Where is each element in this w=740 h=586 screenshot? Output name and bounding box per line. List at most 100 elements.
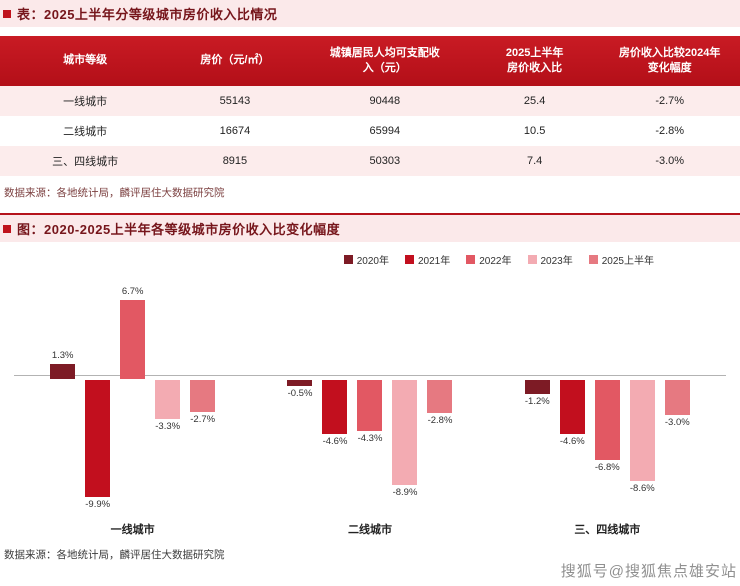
chart-section-header: 图：2020-2025上半年各等级城市房价收入比变化幅度 xyxy=(0,215,740,242)
table-cell: 90448 xyxy=(369,95,401,107)
bar xyxy=(155,380,181,419)
bar xyxy=(664,380,690,416)
table-cell: 二线城市 xyxy=(63,126,108,138)
bar-slot: 6.7% xyxy=(115,275,150,507)
category-label: 一线城市 xyxy=(110,524,155,536)
legend-swatch-icon xyxy=(343,255,353,264)
legend-swatch-icon xyxy=(405,255,414,264)
bar xyxy=(559,380,585,435)
table-cell: 50303 xyxy=(369,155,401,167)
table-source-note: 数据来源：各地统计局，麟评居住大数据研究院 xyxy=(4,187,225,199)
bar-slot: -2.8% xyxy=(422,275,457,507)
red-square-icon xyxy=(3,224,11,233)
category-label: 三、四线城市 xyxy=(574,524,641,536)
bar xyxy=(322,380,348,435)
legend-label: 2020年 xyxy=(356,256,389,267)
legend-item: 2020年 xyxy=(343,252,389,267)
bar xyxy=(120,299,146,379)
bar-value-label: -6.8% xyxy=(594,462,620,474)
bar-slot: -8.9% xyxy=(387,275,422,507)
watermark-text: 搜狐号@搜狐焦点雄安站 xyxy=(560,563,737,580)
housing-ratio-table: 城市等级 房价（元/㎡） 城镇居民人均可支配收 入（元） 2025上半年 房价收入比 房价收… xyxy=(0,36,740,176)
bar-slot: -4.6% xyxy=(555,275,590,507)
bar-value-label: -4.6% xyxy=(322,436,348,448)
legend-item: 2023年 xyxy=(527,252,573,267)
bar-slot: -0.5% xyxy=(282,275,317,507)
bar-slot: 1.3% xyxy=(45,275,80,507)
bar xyxy=(85,380,111,497)
chart-source-note: 数据来源：各地统计局，麟评居住大数据研究院 xyxy=(4,549,225,561)
chart-plot: 1.3% -9.9% 6.7% -3.3% -2.7% 一线城市 -0.5% -4.6% -4.… xyxy=(0,271,740,537)
table-row: 一线城市 55143 90448 25.4 -2.7% xyxy=(0,86,740,116)
bar-value-label: 1.3% xyxy=(51,349,74,361)
legend-swatch-icon xyxy=(588,255,598,264)
bar-value-label: -8.9% xyxy=(392,487,418,499)
bar-value-label: -3.0% xyxy=(664,417,690,429)
bar xyxy=(50,363,76,379)
chart-area: 2020年 2021年 2022年 2023年 2025上半年 1.3% -9.9% 6.7… xyxy=(0,242,740,537)
bar-slot: -8.6% xyxy=(625,275,660,507)
legend-item: 2022年 xyxy=(466,252,512,267)
table-cell: -2.7% xyxy=(655,95,685,107)
table-header-row: 城市等级 房价（元/㎡） 城镇居民人均可支配收 入（元） 2025上半年 房价收入比 房价收… xyxy=(0,36,740,86)
table-cell: 三、四线城市 xyxy=(52,156,119,168)
bar-value-label: -3.3% xyxy=(155,420,181,432)
bar xyxy=(392,380,418,486)
bar-slot: -4.6% xyxy=(317,275,352,507)
bar xyxy=(629,380,655,482)
legend-label: 2025上半年 xyxy=(601,256,654,267)
table-header-cell: 2025上半年 房价收入比 xyxy=(469,36,600,86)
table-row: 二线城市 16674 65994 10.5 -2.8% xyxy=(0,116,740,146)
table-cell: 16674 xyxy=(219,125,251,137)
legend-label: 2022年 xyxy=(479,256,512,267)
red-square-icon xyxy=(3,9,11,18)
table-section-header: 表：2025上半年分等级城市房价收入比情况 xyxy=(0,0,740,27)
bar-group: -0.5% -4.6% -4.3% -8.9% -2.8% 二线城市 xyxy=(282,275,457,537)
bar-group: 1.3% -9.9% 6.7% -3.3% -2.7% 一线城市 xyxy=(45,275,220,537)
bar xyxy=(594,380,620,461)
bar-slot: -3.0% xyxy=(660,275,695,507)
bar xyxy=(287,380,313,386)
bar-slot: -4.3% xyxy=(352,275,387,507)
legend-label: 2021年 xyxy=(418,256,451,267)
bar-slot: -3.3% xyxy=(150,275,185,507)
bar-slot: -9.9% xyxy=(80,275,115,510)
bar-value-label: -2.7% xyxy=(190,413,216,425)
zero-axis-line xyxy=(14,375,726,376)
bar-value-label: -1.2% xyxy=(524,396,550,408)
legend-item: 2025上半年 xyxy=(588,252,654,267)
bar-slot: -6.8% xyxy=(590,275,625,507)
legend-item: 2021年 xyxy=(405,252,450,267)
bar-value-label: -4.6% xyxy=(559,436,585,448)
bar-value-label: -0.5% xyxy=(287,387,313,399)
table-section-title: 表：2025上半年分等级城市房价收入比情况 xyxy=(17,7,278,22)
table-cell: 65994 xyxy=(369,125,401,137)
bar xyxy=(524,380,550,395)
bar xyxy=(190,380,216,412)
table-cell: 一线城市 xyxy=(63,96,108,108)
bar-value-label: -9.9% xyxy=(85,498,111,510)
bar-value-label: 6.7% xyxy=(121,285,144,297)
bar-value-label: -8.6% xyxy=(629,483,655,495)
table-header-cell: 城镇居民人均可支配收 入（元） xyxy=(299,36,470,86)
table-body: 一线城市 55143 90448 25.4 -2.7% 二线城市 16674 65994 10.… xyxy=(0,86,740,176)
table-cell: 7.4 xyxy=(526,155,543,167)
table-cell: -2.8% xyxy=(655,125,685,137)
bar-value-label: -2.8% xyxy=(427,415,453,427)
legend-label: 2023年 xyxy=(540,256,573,267)
data-table-wrapper: 城市等级 房价（元/㎡） 城镇居民人均可支配收 入（元） 2025上半年 房价收入比 房价收… xyxy=(0,27,740,176)
bar-group: -1.2% -4.6% -6.8% -8.6% -3.0% 三、四线城市 xyxy=(520,275,695,537)
chart-legend: 2020年 2021年 2022年 2023年 2025上半年 xyxy=(0,246,740,269)
table-header-cell: 城市等级 xyxy=(0,36,171,86)
legend-swatch-icon xyxy=(466,255,476,264)
bar-value-label: -4.3% xyxy=(357,432,383,444)
table-cell: -3.0% xyxy=(655,155,685,167)
table-cell: 55143 xyxy=(219,95,251,107)
table-header-cell: 房价（元/㎡） xyxy=(170,36,300,86)
bar-slot: -2.7% xyxy=(185,275,220,507)
table-cell: 25.4 xyxy=(523,95,546,107)
category-label: 二线城市 xyxy=(347,524,392,536)
bar xyxy=(427,380,453,414)
section-divider xyxy=(0,213,740,215)
bar xyxy=(357,380,383,431)
